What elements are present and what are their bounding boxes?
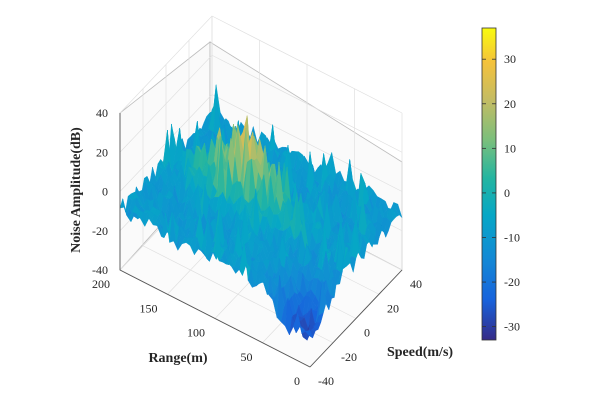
z-tick-label: -40 <box>92 263 108 277</box>
z-tick-label: 20 <box>96 145 108 159</box>
colorbar-tick-label: 30 <box>504 52 516 66</box>
range-tick-label: 50 <box>241 350 253 364</box>
speed-tick-label: -20 <box>341 350 357 364</box>
colorbar-tick-label: 10 <box>504 141 516 155</box>
z-tick-labels: -40 -20 0 20 40 <box>92 106 108 277</box>
speed-tick-label: 0 <box>364 326 370 340</box>
z-tick-label: 40 <box>96 106 108 120</box>
colorbar-tick-label: 20 <box>504 97 516 111</box>
colorbar-tick-label: -20 <box>504 275 520 289</box>
speed-axis-label: Speed(m/s) <box>387 345 453 360</box>
range-tick-label: 150 <box>140 301 158 315</box>
colorbar-tick-label: -30 <box>504 320 520 334</box>
speed-tick-label: 20 <box>387 301 399 315</box>
z-tick-label: 0 <box>102 185 108 199</box>
z-tick-label: -20 <box>92 224 108 238</box>
colorbar: 30 20 10 0 -10 -20 -30 <box>482 28 520 340</box>
speed-tick-label: 40 <box>410 277 422 291</box>
range-axis-label: Range(m) <box>148 351 207 366</box>
range-tick-label: 0 <box>294 374 300 388</box>
speed-tick-label: -40 <box>318 374 334 388</box>
range-tick-label: 200 <box>92 277 110 291</box>
colorbar-tick-label: -10 <box>504 230 520 244</box>
colorbar-gradient <box>482 28 496 340</box>
colorbar-tick-label: 0 <box>504 186 510 200</box>
z-axis-label: Noise Amplitude(dB) <box>69 127 84 253</box>
range-tick-label: 100 <box>187 326 205 340</box>
